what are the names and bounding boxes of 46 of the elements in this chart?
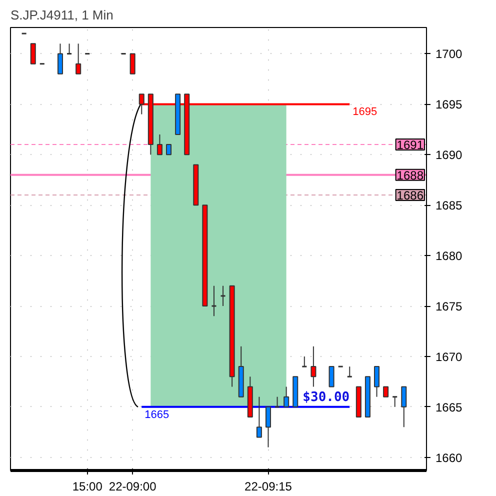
candlestick <box>292 376 298 408</box>
candlestick <box>193 164 199 206</box>
candlestick <box>202 204 208 307</box>
candlestick <box>346 366 353 378</box>
ref-line-label: 1686 <box>396 188 424 203</box>
candlestick <box>156 134 162 156</box>
ref-line-label: 1688 <box>396 168 424 182</box>
ref-line-label: 1691 <box>396 138 424 152</box>
candlestick <box>374 366 380 398</box>
candlestick <box>30 43 36 64</box>
data-label: 1665 <box>144 408 170 421</box>
y-tick-label: 1685 <box>436 198 463 213</box>
data-label: 1695 <box>352 106 378 118</box>
y-tick-label: 1690 <box>436 148 463 162</box>
candlestick <box>175 94 181 135</box>
candlestick <box>76 43 82 74</box>
x-tick-label: 22-09:00 <box>108 480 157 494</box>
candlestick <box>364 376 370 418</box>
candlestick <box>356 386 362 418</box>
candlestick <box>210 285 217 317</box>
chart-title: S.JP.J4911, 1 Min <box>10 8 114 22</box>
candlestick <box>57 43 63 74</box>
y-tick-label: 1675 <box>436 300 463 314</box>
candlestick <box>383 386 389 398</box>
candlestick <box>301 356 308 368</box>
annotation: $30.00 <box>302 390 350 405</box>
y-tick-label: 1680 <box>436 249 463 264</box>
candlestick <box>220 285 226 307</box>
x-tick-label: 15:00 <box>72 480 103 494</box>
y-tick-label: 1695 <box>436 98 463 112</box>
candlestick <box>265 406 271 448</box>
candlestick <box>328 366 334 388</box>
candlestick <box>310 346 316 388</box>
y-tick-label: 1700 <box>436 47 463 62</box>
y-tick-label: 1665 <box>436 400 463 414</box>
y-tick-label: 1670 <box>436 350 463 364</box>
y-tick-label: 1660 <box>436 450 463 465</box>
candlestick <box>284 386 290 408</box>
candlestick <box>401 386 407 428</box>
candlestick <box>166 144 172 156</box>
candlestick <box>392 396 398 408</box>
candlestick <box>66 43 72 54</box>
candlestick <box>256 396 262 438</box>
candlestick <box>130 53 136 74</box>
candlestick <box>274 396 280 408</box>
x-tick-label: 22-09:15 <box>244 480 292 494</box>
